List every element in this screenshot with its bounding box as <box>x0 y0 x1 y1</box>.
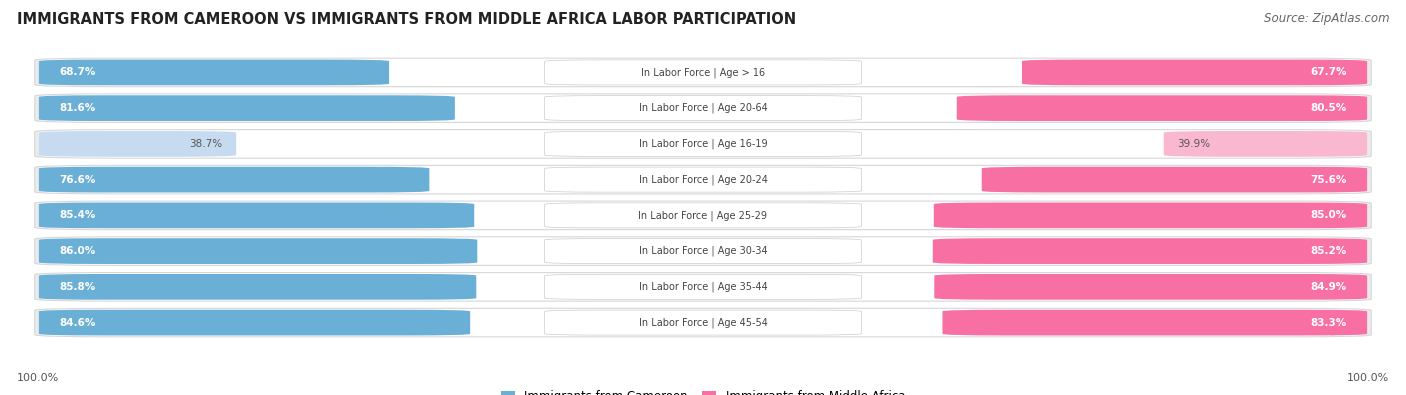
FancyBboxPatch shape <box>544 132 862 156</box>
FancyBboxPatch shape <box>35 130 1371 158</box>
Text: In Labor Force | Age 20-64: In Labor Force | Age 20-64 <box>638 103 768 113</box>
FancyBboxPatch shape <box>39 59 1367 86</box>
FancyBboxPatch shape <box>39 310 470 335</box>
Text: 38.7%: 38.7% <box>190 139 222 149</box>
FancyBboxPatch shape <box>39 95 456 121</box>
FancyBboxPatch shape <box>39 167 429 192</box>
FancyBboxPatch shape <box>35 58 1371 87</box>
Text: IMMIGRANTS FROM CAMEROON VS IMMIGRANTS FROM MIDDLE AFRICA LABOR PARTICIPATION: IMMIGRANTS FROM CAMEROON VS IMMIGRANTS F… <box>17 12 796 27</box>
Text: 75.6%: 75.6% <box>1310 175 1347 184</box>
FancyBboxPatch shape <box>942 310 1367 335</box>
FancyBboxPatch shape <box>39 166 1367 193</box>
FancyBboxPatch shape <box>39 238 477 264</box>
FancyBboxPatch shape <box>544 310 862 335</box>
Text: 85.8%: 85.8% <box>59 282 96 292</box>
Text: 100.0%: 100.0% <box>1347 373 1389 383</box>
Text: 84.9%: 84.9% <box>1310 282 1347 292</box>
Text: 67.7%: 67.7% <box>1310 68 1347 77</box>
FancyBboxPatch shape <box>35 237 1371 265</box>
FancyBboxPatch shape <box>544 239 862 263</box>
Text: 86.0%: 86.0% <box>59 246 96 256</box>
Text: In Labor Force | Age > 16: In Labor Force | Age > 16 <box>641 67 765 78</box>
FancyBboxPatch shape <box>981 167 1367 192</box>
Text: Source: ZipAtlas.com: Source: ZipAtlas.com <box>1264 12 1389 25</box>
FancyBboxPatch shape <box>35 94 1371 122</box>
FancyBboxPatch shape <box>544 60 862 85</box>
Text: 85.2%: 85.2% <box>1310 246 1347 256</box>
FancyBboxPatch shape <box>39 203 474 228</box>
Text: In Labor Force | Age 30-34: In Labor Force | Age 30-34 <box>638 246 768 256</box>
Text: 81.6%: 81.6% <box>59 103 96 113</box>
FancyBboxPatch shape <box>544 167 862 192</box>
Text: In Labor Force | Age 25-29: In Labor Force | Age 25-29 <box>638 210 768 221</box>
Text: In Labor Force | Age 35-44: In Labor Force | Age 35-44 <box>638 282 768 292</box>
Legend: Immigrants from Cameroon, Immigrants from Middle Africa: Immigrants from Cameroon, Immigrants fro… <box>496 385 910 395</box>
FancyBboxPatch shape <box>544 275 862 299</box>
FancyBboxPatch shape <box>39 237 1367 265</box>
FancyBboxPatch shape <box>932 238 1367 264</box>
Text: In Labor Force | Age 45-54: In Labor Force | Age 45-54 <box>638 317 768 328</box>
FancyBboxPatch shape <box>1164 131 1367 157</box>
FancyBboxPatch shape <box>35 308 1371 337</box>
FancyBboxPatch shape <box>934 203 1367 228</box>
Text: In Labor Force | Age 20-24: In Labor Force | Age 20-24 <box>638 174 768 185</box>
FancyBboxPatch shape <box>35 273 1371 301</box>
FancyBboxPatch shape <box>935 274 1367 300</box>
FancyBboxPatch shape <box>544 203 862 228</box>
Text: In Labor Force | Age 16-19: In Labor Force | Age 16-19 <box>638 139 768 149</box>
Text: 76.6%: 76.6% <box>59 175 96 184</box>
FancyBboxPatch shape <box>39 309 1367 336</box>
Text: 85.0%: 85.0% <box>1310 211 1347 220</box>
FancyBboxPatch shape <box>39 94 1367 122</box>
FancyBboxPatch shape <box>1022 60 1367 85</box>
Text: 85.4%: 85.4% <box>59 211 96 220</box>
Text: 80.5%: 80.5% <box>1310 103 1347 113</box>
FancyBboxPatch shape <box>956 95 1367 121</box>
Text: 100.0%: 100.0% <box>17 373 59 383</box>
FancyBboxPatch shape <box>39 60 389 85</box>
FancyBboxPatch shape <box>39 202 1367 229</box>
FancyBboxPatch shape <box>35 166 1371 194</box>
FancyBboxPatch shape <box>39 130 1367 158</box>
FancyBboxPatch shape <box>35 201 1371 229</box>
Text: 83.3%: 83.3% <box>1310 318 1347 327</box>
FancyBboxPatch shape <box>544 96 862 120</box>
FancyBboxPatch shape <box>39 273 1367 301</box>
Text: 68.7%: 68.7% <box>59 68 96 77</box>
FancyBboxPatch shape <box>39 131 236 157</box>
Text: 84.6%: 84.6% <box>59 318 96 327</box>
FancyBboxPatch shape <box>39 274 477 300</box>
Text: 39.9%: 39.9% <box>1177 139 1211 149</box>
